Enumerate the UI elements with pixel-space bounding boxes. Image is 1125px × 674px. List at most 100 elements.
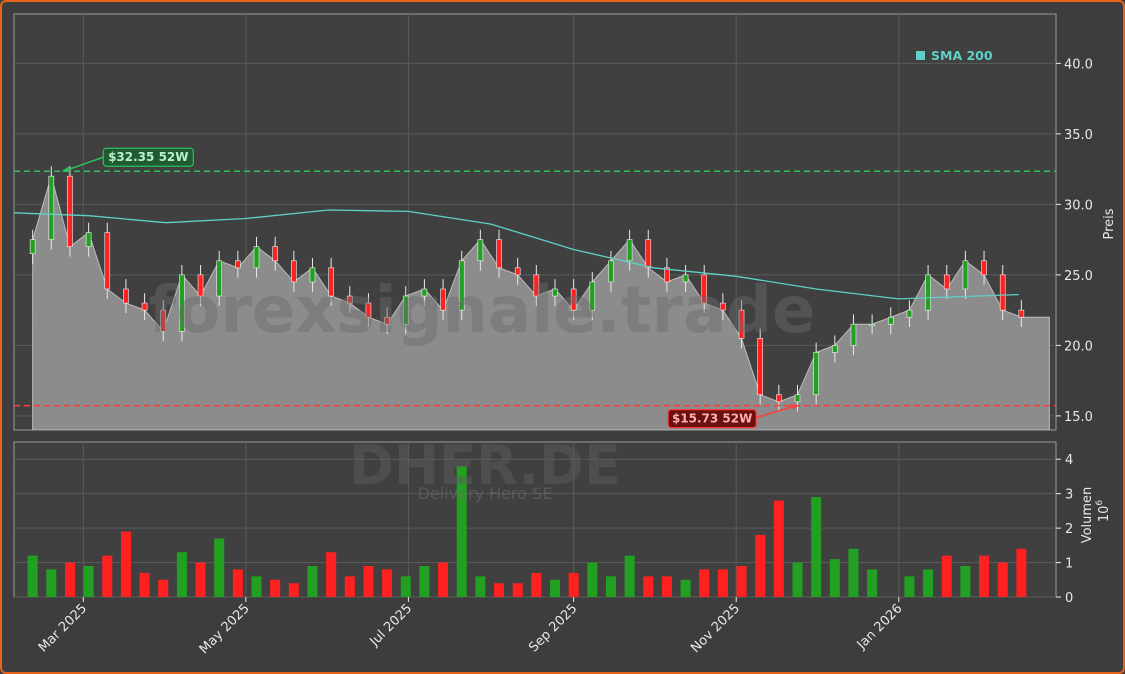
price-candles bbox=[29, 166, 1025, 412]
volume-tick-label-0: 0 bbox=[1065, 591, 1073, 606]
candle-body-7 bbox=[160, 309, 167, 332]
volume-bar-36 bbox=[699, 569, 710, 597]
volume-bar-49 bbox=[941, 555, 952, 597]
volume-bar-27 bbox=[531, 572, 542, 597]
candle-body-22 bbox=[440, 288, 446, 311]
high-52w-label-box bbox=[102, 147, 194, 167]
x-tick-label-1: May 2025 bbox=[197, 601, 253, 657]
candle-body-40 bbox=[776, 394, 782, 403]
candle-body-53 bbox=[1018, 309, 1025, 318]
volume-bar-41 bbox=[792, 562, 803, 597]
volume-bar-43 bbox=[829, 559, 840, 597]
candle-body-14 bbox=[291, 260, 297, 283]
candle-body-13 bbox=[272, 246, 278, 262]
volume-bar-35 bbox=[680, 579, 691, 597]
candle-body-37 bbox=[720, 302, 726, 311]
low-52w-label-box bbox=[667, 409, 757, 429]
candle-body-2 bbox=[67, 175, 73, 247]
volume-bar-5 bbox=[120, 531, 131, 597]
candle-body-3 bbox=[85, 232, 92, 247]
candle-body-27 bbox=[533, 274, 540, 297]
volume-bar-23 bbox=[456, 466, 467, 597]
volume-bar-25 bbox=[494, 583, 505, 597]
candle-body-4 bbox=[104, 232, 111, 290]
volume-bar-17 bbox=[344, 576, 355, 597]
volume-bar-13 bbox=[270, 579, 281, 597]
candle-body-45 bbox=[869, 323, 875, 327]
price-axis-label: Preis bbox=[1102, 208, 1117, 239]
volume-bar-51 bbox=[979, 555, 990, 597]
volume-bar-48 bbox=[923, 569, 934, 597]
price-tick-label-0: 15.0 bbox=[1064, 410, 1093, 425]
price-area bbox=[32, 174, 1050, 430]
x-tick-label-2: Jul 2025 bbox=[367, 601, 416, 650]
volume-bar-42 bbox=[811, 497, 822, 597]
volume-bar-52 bbox=[997, 562, 1008, 597]
volume-bar-29 bbox=[568, 572, 579, 597]
price-tick-label-4: 35.0 bbox=[1064, 128, 1093, 143]
low-52w-arrow bbox=[755, 404, 797, 419]
candle-body-20 bbox=[402, 295, 409, 325]
candle-body-34 bbox=[664, 267, 670, 283]
volume-bar-53 bbox=[1016, 548, 1027, 597]
candle-body-17 bbox=[346, 295, 353, 304]
volume-bar-31 bbox=[605, 576, 616, 597]
volume-bar-14 bbox=[288, 583, 299, 597]
volume-bar-50 bbox=[960, 566, 971, 597]
volume-bar-12 bbox=[251, 576, 262, 597]
candle-body-28 bbox=[552, 288, 558, 297]
candle-body-50 bbox=[962, 260, 969, 290]
candle-body-48 bbox=[925, 274, 931, 311]
volume-bar-0 bbox=[27, 555, 38, 597]
candle-body-23 bbox=[458, 260, 465, 311]
candle-body-52 bbox=[999, 274, 1006, 311]
candle-body-15 bbox=[309, 267, 316, 283]
legend-swatch-sma bbox=[916, 51, 925, 60]
candle-body-43 bbox=[832, 345, 838, 353]
volume-tick-label-3: 3 bbox=[1065, 488, 1073, 503]
volume-bar-39 bbox=[755, 535, 766, 597]
annotations: $32.35 52W $15.73 52W bbox=[61, 147, 799, 429]
high-52w-arrowhead bbox=[61, 166, 70, 173]
volume-bar-47 bbox=[904, 576, 915, 597]
volume-plot-area bbox=[13, 441, 1057, 598]
candle-body-26 bbox=[514, 267, 521, 276]
volume-multiplier-exp: 6 bbox=[1095, 500, 1105, 506]
x-tick-label-5: Jan 2026 bbox=[854, 601, 906, 653]
volume-bar-38 bbox=[736, 566, 747, 597]
legend-label-sma: SMA 200 bbox=[931, 48, 993, 63]
volume-bar-32 bbox=[624, 555, 635, 597]
candle-body-32 bbox=[626, 239, 633, 262]
price-area-fill bbox=[32, 174, 1050, 430]
candle-body-10 bbox=[216, 260, 223, 297]
volume-bar-9 bbox=[195, 562, 206, 597]
candle-body-30 bbox=[589, 281, 596, 311]
volume-bar-2 bbox=[64, 562, 75, 597]
volume-tick-label-1: 1 bbox=[1065, 557, 1073, 572]
candle-body-11 bbox=[235, 260, 241, 269]
volume-bar-4 bbox=[102, 555, 113, 597]
candle-body-6 bbox=[141, 302, 148, 311]
watermark-ticker: DHER.DE bbox=[349, 434, 621, 497]
volume-bar-15 bbox=[307, 566, 318, 597]
candle-body-16 bbox=[328, 267, 334, 297]
volume-bar-8 bbox=[176, 552, 187, 597]
price-tick-label-3: 30.0 bbox=[1064, 198, 1093, 213]
volume-bar-37 bbox=[717, 569, 728, 597]
volume-multiplier-base: 10 bbox=[1097, 506, 1112, 523]
candle-body-33 bbox=[645, 239, 652, 269]
volume-bar-45 bbox=[867, 569, 878, 597]
candle-body-29 bbox=[570, 288, 577, 311]
sma-200-line bbox=[14, 209, 1019, 300]
volume-bar-44 bbox=[848, 548, 859, 597]
candle-body-31 bbox=[608, 260, 614, 283]
candle-body-1 bbox=[48, 175, 55, 240]
candle-body-36 bbox=[701, 274, 708, 304]
candle-body-42 bbox=[813, 352, 819, 396]
candle-body-12 bbox=[253, 246, 260, 269]
volume-bar-11 bbox=[232, 569, 243, 597]
low-52w-label: $15.73 52W bbox=[672, 412, 752, 426]
volume-multiplier: 106 bbox=[1095, 500, 1112, 523]
